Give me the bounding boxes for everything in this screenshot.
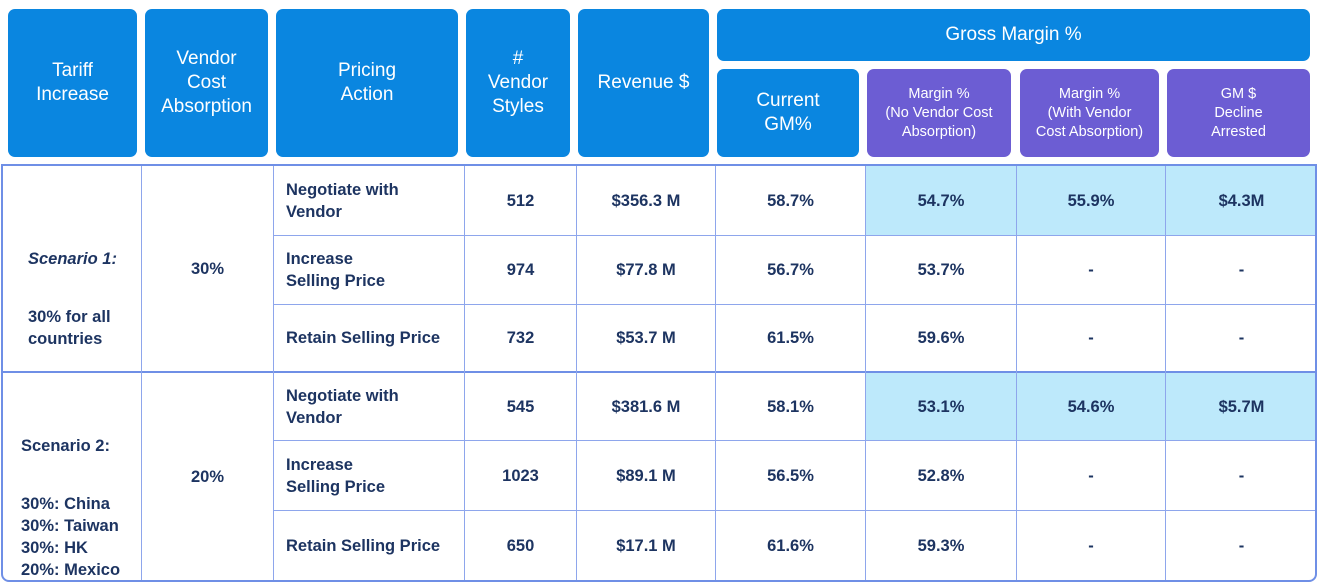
scenario-divider (3, 371, 1315, 373)
scenario-1-row-2-margin-no-vca: 53.7% (917, 261, 965, 279)
header-pricing-action: Pricing Action (276, 9, 458, 157)
scenario-1-title: Scenario 1: (28, 250, 117, 268)
scenario-1-row-2-vendor-styles: 974 (506, 261, 535, 279)
scenario-1-row-3-current-gm: 61.5% (767, 329, 814, 347)
scenario-2-row-3-pricing-action: Retain Selling Price (286, 536, 441, 555)
scenario-2-row-2-revenue: $89.1 M (616, 466, 676, 485)
scenario-1-label: Scenario 1: 30% for all countries (28, 226, 117, 350)
scenario-1-row-1-vendor-styles: 512 (506, 191, 535, 210)
row-divider (274, 304, 1315, 305)
scenario-1-row-2-current-gm: 56.7% (767, 261, 814, 279)
scenario-2-row-1-gm-decline: $5.7M (1218, 397, 1265, 416)
scenario-1-row-2-gm-decline: - (1238, 261, 1245, 279)
scenario-2-row-1-revenue: $381.6 M (611, 397, 681, 416)
scenario-1-vendor-cost-absorption: 30% (190, 259, 225, 278)
scenario-table: Scenario 1: 30% for all countries 30% Ne… (1, 164, 1317, 582)
row-divider (274, 510, 1315, 511)
column-divider (1016, 166, 1017, 580)
header-vendor-styles: # Vendor Styles (466, 9, 570, 157)
scenario-1-row-1-revenue: $356.3 M (611, 191, 681, 210)
scenario-1-row-1-margin-with-vca: 55.9% (1067, 191, 1115, 210)
header-gross-margin: Gross Margin % (717, 9, 1310, 61)
scenario-2-row-2-margin-with-vca: - (1088, 466, 1094, 485)
scenario-2-row-3-current-gm: 61.6% (767, 536, 814, 555)
header-margin-with-vendor-cost-absorption: Margin % (With Vendor Cost Absorption) (1020, 69, 1159, 157)
scenario-1-row-2-margin-with-vca: - (1088, 261, 1094, 279)
row-divider (274, 235, 1315, 236)
scenario-1-row-3-margin-with-vca: - (1088, 329, 1094, 347)
scenario-2-vendor-cost-absorption: 20% (190, 467, 225, 486)
scenario-1-row-1-gm-decline: $4.3M (1218, 191, 1265, 210)
scenario-1-row-2-pricing-action: Increase Selling Price (286, 250, 386, 290)
scenario-1-description: 30% for all countries (28, 308, 111, 348)
scenario-1-row-2-revenue: $77.8 M (616, 261, 676, 279)
header-margin-no-vendor-cost-absorption: Margin % (No Vendor Cost Absorption) (867, 69, 1011, 157)
scenario-2-row-1-current-gm: 58.1% (767, 397, 814, 416)
scenario-2-row-1-margin-with-vca: 54.6% (1067, 397, 1115, 416)
scenario-2-row-1-margin-no-vca: 53.1% (917, 397, 965, 416)
column-divider (273, 166, 274, 580)
column-divider (1165, 166, 1166, 580)
scenario-1-row-1-current-gm: 58.7% (767, 191, 814, 210)
scenario-2-row-3-vendor-styles: 650 (506, 536, 535, 555)
column-divider (464, 166, 465, 580)
highlight-scenario-2 (866, 372, 1315, 440)
scenario-2-row-3-margin-no-vca: 59.3% (917, 536, 965, 555)
highlight-scenario-1 (866, 166, 1315, 235)
column-divider (715, 166, 716, 580)
column-divider (141, 166, 142, 580)
scenario-2-title: Scenario 2: (21, 437, 110, 455)
column-divider (865, 166, 866, 580)
scenario-1-row-3-gm-decline: - (1238, 329, 1245, 347)
scenario-1-row-3-margin-no-vca: 59.6% (917, 329, 965, 347)
scenario-2-row-3-margin-with-vca: - (1088, 536, 1094, 555)
scenario-1-row-1-pricing-action: Negotiate with Vendor (286, 180, 399, 221)
scenario-2-row-2-current-gm: 56.5% (767, 466, 814, 485)
scenario-2-row-1-vendor-styles: 545 (506, 397, 535, 416)
scenario-2-label: Scenario 2: 30%: China 30%: Taiwan 30%: … (21, 413, 121, 580)
scenario-2-row-2-margin-no-vca: 52.8% (917, 466, 965, 485)
header-revenue: Revenue $ (578, 9, 709, 157)
scenario-1-row-3-revenue: $53.7 M (616, 329, 676, 347)
scenario-2-row-2-pricing-action: Increase Selling Price (286, 455, 386, 496)
scenario-2-row-2-vendor-styles: 1023 (502, 466, 539, 485)
header-vendor-cost-absorption: Vendor Cost Absorption (145, 9, 268, 157)
column-divider (576, 166, 577, 580)
scenario-1-row-1-margin-no-vca: 54.7% (917, 191, 965, 210)
scenario-2-description: 30%: China 30%: Taiwan 30%: HK 20%: Mexi… (21, 495, 121, 579)
scenario-1-row-3-vendor-styles: 732 (506, 329, 535, 347)
header-tariff-increase: Tariff Increase (8, 9, 137, 157)
header-current-gm: Current GM% (717, 69, 859, 157)
scenario-2-row-2-gm-decline: - (1238, 466, 1245, 485)
scenario-2-row-3-gm-decline: - (1238, 536, 1245, 555)
scenario-2-row-1-pricing-action: Negotiate with Vendor (286, 386, 399, 427)
header-gm-decline-arrested: GM $ Decline Arrested (1167, 69, 1310, 157)
scenario-1-row-3-pricing-action: Retain Selling Price (286, 329, 441, 347)
row-divider (274, 440, 1315, 441)
scenario-2-row-3-revenue: $17.1 M (616, 536, 676, 555)
